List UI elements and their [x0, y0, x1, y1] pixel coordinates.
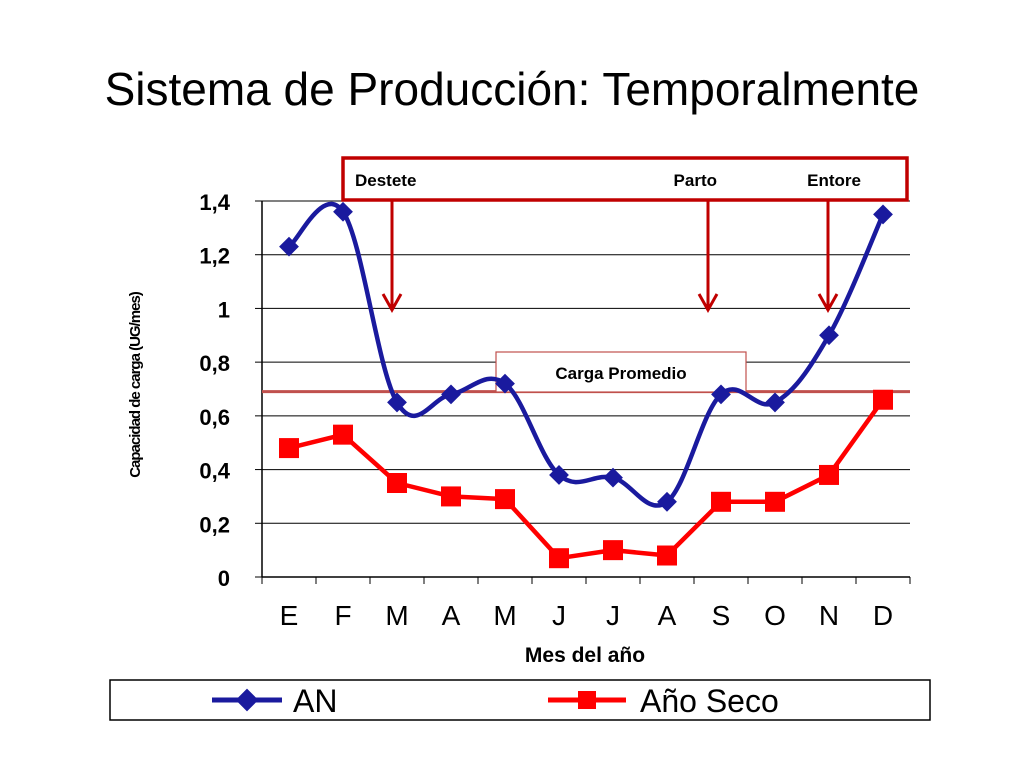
data-point-an: [657, 491, 677, 512]
data-point-an: [873, 204, 893, 225]
x-tick-label: E: [280, 600, 299, 631]
x-tick-label: F: [334, 600, 351, 631]
x-tick-label: A: [658, 600, 677, 631]
data-point-an: [819, 325, 839, 346]
legend: AN Año Seco: [109, 679, 931, 721]
data-point-ano-seco: [549, 548, 569, 569]
data-point-ano-seco: [387, 473, 407, 493]
annotation-arrow-head: [817, 293, 839, 314]
data-point-an: [603, 467, 623, 488]
data-point-ano-seco: [819, 464, 839, 485]
reference-label: Carga Promedio: [555, 364, 686, 383]
annotation-label: Parto: [674, 171, 717, 190]
annotation-label: Destete: [355, 171, 416, 190]
x-tick-label: M: [385, 600, 408, 631]
axes: [255, 200, 911, 584]
y-tick-label: 0,6: [199, 405, 230, 430]
legend-seco-marker: [578, 691, 596, 709]
y-tick-label: 1: [218, 297, 230, 322]
data-point-an: [279, 236, 299, 257]
x-tick-label: M: [493, 600, 516, 631]
y-tick-label: 0,4: [199, 459, 230, 484]
data-point-an: [765, 392, 785, 413]
y-tick-label: 0,8: [199, 351, 230, 376]
y-tick-label: 1,2: [199, 244, 230, 269]
annotations-group: Destete Parto Entore: [341, 156, 909, 314]
x-tick-label: D: [873, 600, 893, 631]
annotation-frame: [341, 156, 909, 202]
data-point-ano-seco: [495, 489, 515, 510]
data-point-an: [711, 384, 731, 405]
data-point-ano-seco: [441, 486, 461, 507]
data-point-ano-seco: [279, 438, 299, 459]
annotation-arrow-head: [381, 293, 403, 314]
y-tick-label: 1,4: [199, 190, 230, 215]
data-point-an: [333, 201, 353, 222]
data-point-ano-seco: [333, 424, 353, 445]
reference-label-box: [495, 351, 747, 393]
legend-seco-label: Año Seco: [640, 683, 779, 719]
y-axis-label: Capacidad de carga (UG/mes): [127, 291, 144, 478]
series-line-an: [287, 201, 886, 508]
y-tick-labels: 0 0,2 0,4 0,6 0,8 1 1,2 1,4: [199, 190, 230, 591]
data-point-an: [495, 373, 515, 394]
reference-line-group: Carga Promedio: [262, 351, 910, 394]
x-tick-label: J: [552, 600, 566, 631]
data-point-ano-seco: [711, 491, 731, 512]
annotation-label: Entore: [807, 171, 861, 190]
legend-an-label: AN: [293, 683, 337, 719]
data-point-an: [549, 465, 569, 485]
data-point-ano-seco: [873, 389, 893, 410]
x-tick-label: N: [819, 600, 839, 631]
data-point-ano-seco: [765, 491, 785, 512]
y-tick-label: 0,2: [199, 512, 230, 537]
data-point-ano-seco: [657, 545, 677, 566]
y-tick-label: 0: [218, 566, 230, 591]
x-tick-label: O: [764, 600, 786, 631]
slide-title: Sistema de Producción: Temporalmente: [104, 63, 920, 115]
x-axis-label: Mes del año: [525, 644, 645, 667]
data-point-an: [387, 392, 407, 413]
x-tick-label: A: [442, 600, 461, 631]
annotation-arrow-head: [697, 293, 719, 314]
data-point-ano-seco: [603, 540, 623, 561]
x-tick-label: S: [712, 600, 731, 631]
x-tick-label: J: [606, 600, 620, 631]
data-point-an: [441, 384, 461, 405]
